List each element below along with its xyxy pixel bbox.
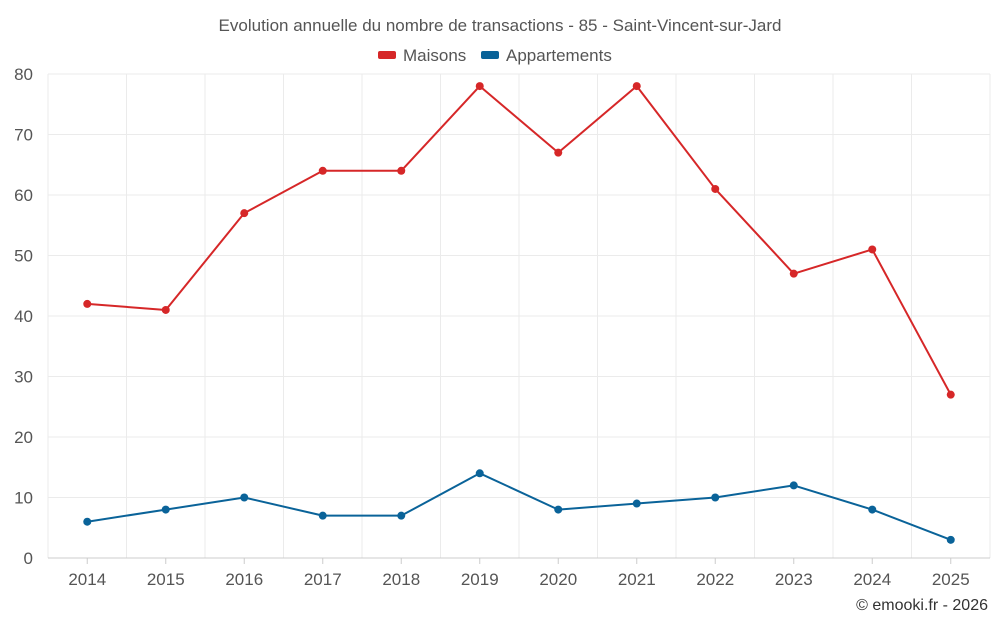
credit-text: © emooki.fr - 2026 (856, 597, 988, 614)
data-point[interactable] (711, 493, 720, 502)
x-tick-label: 2025 (932, 570, 970, 589)
y-tick-label: 70 (14, 126, 33, 145)
legend-item-appartements[interactable]: Appartements (481, 46, 612, 65)
grid (47, 73, 991, 559)
data-point[interactable] (554, 148, 563, 157)
x-tick-label: 2015 (147, 570, 185, 589)
data-point[interactable] (789, 269, 798, 278)
x-tick-label: 2024 (853, 570, 891, 589)
data-point[interactable] (161, 505, 170, 514)
data-point[interactable] (946, 535, 955, 544)
legend-swatch (378, 51, 396, 59)
data-point[interactable] (554, 505, 563, 514)
y-tick-label: 20 (14, 428, 33, 447)
data-point[interactable] (711, 184, 720, 193)
legend-label: Appartements (506, 46, 612, 65)
x-tick-label: 2022 (696, 570, 734, 589)
data-point[interactable] (83, 517, 92, 526)
data-point[interactable] (318, 511, 327, 520)
series-layer (83, 82, 955, 544)
x-tick-label: 2023 (775, 570, 813, 589)
data-point[interactable] (83, 299, 92, 308)
series-maisons (83, 82, 955, 399)
legend-label: Maisons (403, 46, 466, 65)
y-tick-label: 50 (14, 247, 33, 266)
data-point[interactable] (868, 245, 877, 254)
y-tick-label: 60 (14, 186, 33, 205)
data-point[interactable] (632, 82, 641, 91)
data-point[interactable] (868, 505, 877, 514)
y-tick-label: 10 (14, 489, 33, 508)
x-tick-label: 2019 (461, 570, 499, 589)
data-point[interactable] (475, 469, 484, 478)
x-tick-label: 2016 (225, 570, 263, 589)
data-point[interactable] (240, 493, 249, 502)
y-tick-label: 0 (24, 549, 33, 568)
data-point[interactable] (397, 511, 406, 520)
series-appartements (83, 469, 955, 544)
axes: 0 10 20 30 40 50 60 70 80 2014 2015 2016 2017 2018 201… (14, 65, 990, 589)
data-point[interactable] (397, 166, 406, 175)
data-point[interactable] (161, 305, 170, 314)
x-tick-label: 2017 (304, 570, 342, 589)
data-point[interactable] (946, 390, 955, 399)
data-point[interactable] (240, 209, 249, 218)
x-tick-label: 2014 (68, 570, 106, 589)
y-tick-label: 40 (14, 307, 33, 326)
legend-swatch (481, 51, 499, 59)
series-line (87, 472, 952, 541)
x-tick-label: 2020 (539, 570, 577, 589)
y-tick-label: 80 (14, 65, 33, 84)
legend[interactable]: Maisons Appartements (378, 46, 612, 65)
legend-item-maisons[interactable]: Maisons (378, 46, 466, 65)
y-tick-label: 30 (14, 368, 33, 387)
x-tick-label: 2018 (382, 570, 420, 589)
data-point[interactable] (475, 82, 484, 91)
data-point[interactable] (318, 166, 327, 175)
chart-title: Evolution annuelle du nombre de transact… (219, 16, 782, 35)
data-point[interactable] (789, 481, 798, 490)
x-tick-label: 2021 (618, 570, 656, 589)
data-point[interactable] (632, 499, 641, 508)
series-line (87, 85, 952, 396)
